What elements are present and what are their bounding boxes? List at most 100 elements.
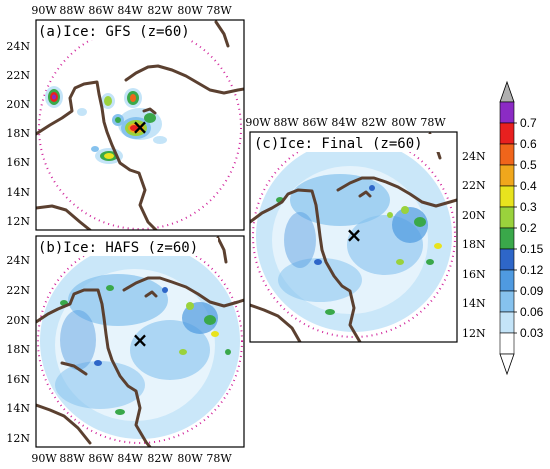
panel-a-lon-tick: 84W	[117, 4, 143, 17]
colorbar: 0.7 0.6 0.5 0.4 0.3 0.2 0.15 0.12 0.09 0.06 0.03	[499, 80, 544, 376]
panel-c-lon-tick: 80W	[391, 116, 417, 129]
colorbar-swatch	[499, 122, 515, 145]
panel-c-lon-tick: 84W	[331, 116, 357, 129]
panel-c-lat-tick: 16N	[462, 268, 486, 281]
panel-c-lat-tick: 24N	[462, 150, 486, 163]
panel-b-lon-tick: 80W	[177, 452, 203, 465]
panel-a-lon-tick: 78W	[206, 4, 232, 17]
panel-a-lat-tick: 12N	[6, 215, 30, 228]
panel-c-lat-tick: 12N	[462, 327, 486, 340]
panel-c-frame	[249, 131, 458, 343]
colorbar-bottom-arrow	[499, 353, 515, 376]
panel-a-lon-tick: 82W	[147, 4, 173, 17]
panel-b-storm-center-marker: ×	[132, 328, 149, 352]
colorbar-label: 0.15	[520, 242, 544, 256]
panel-c-map: ×	[250, 132, 457, 342]
panel-c-coastlines	[250, 132, 457, 342]
panel-a-lat-tick: 20N	[6, 98, 30, 111]
panel-b-lon-tick: 86W	[88, 452, 114, 465]
colorbar-swatch	[499, 227, 515, 250]
panel-a-lat-tick: 24N	[6, 40, 30, 53]
colorbar-label: 0.4	[520, 179, 537, 193]
panel-c-lat-tick: 14N	[462, 297, 486, 310]
panel-a-lon-ticks: 90W 88W 86W 84W 82W 80W 78W	[31, 4, 232, 17]
panel-a: × (a)Ice: GFS (z=60) 90W 88W 86W 84W 82W…	[6, 4, 245, 231]
panel-b-map: ×	[36, 236, 244, 447]
colorbar-swatch	[499, 101, 515, 124]
panel-c-lat-tick: 20N	[462, 209, 486, 222]
colorbar-label: 0.7	[520, 116, 537, 130]
panel-a-title-background	[38, 22, 196, 40]
colorbar-label: 0.12	[520, 263, 544, 277]
panel-c-lon-tick: 78W	[420, 116, 446, 129]
colorbar-label: 0.03	[520, 326, 544, 340]
panel-b-lon-tick: 78W	[206, 452, 232, 465]
panel-c-ice-field	[256, 140, 452, 332]
panel-b-radius-circle	[37, 238, 243, 444]
panel-b-lon-tick: 90W	[31, 452, 57, 465]
panel-c-title-background	[252, 134, 440, 152]
panel-b-lat-tick: 22N	[6, 284, 30, 297]
colorbar-swatch	[499, 290, 515, 313]
panel-c-lat-tick: 22N	[462, 179, 486, 192]
panel-c-lon-tick: 90W	[245, 116, 271, 129]
panel-b-title: (b)Ice: HAFS (z=60)	[38, 240, 198, 256]
panel-b: × (b)Ice: HAFS (z=60) 90W 88W 86W 84W 82…	[6, 235, 245, 465]
colorbar-label: 0.5	[520, 158, 537, 172]
panel-a-frame	[35, 19, 245, 231]
panel-b-frame	[35, 235, 245, 448]
colorbar-label: 0.3	[520, 200, 537, 214]
colorbar-swatch	[499, 164, 515, 187]
panel-c-lon-tick: 82W	[361, 116, 387, 129]
panel-a-lat-ticks: 24N 22N 20N 18N 16N 14N 12N	[6, 40, 30, 228]
panel-c-lat-tick: 18N	[462, 238, 486, 251]
panel-b-lon-tick: 88W	[59, 452, 85, 465]
panel-a-lon-tick: 80W	[177, 4, 203, 17]
panel-c-lon-tick: 86W	[302, 116, 328, 129]
colorbar-label: 0.6	[520, 137, 537, 151]
panel-b-lat-tick: 24N	[6, 254, 30, 267]
panel-c-lon-tick: 88W	[273, 116, 299, 129]
panel-a-lat-tick: 14N	[6, 186, 30, 199]
panel-c-storm-center-marker: ×	[346, 223, 363, 247]
panel-a-map: ×	[36, 20, 244, 230]
panel-a-lon-tick: 86W	[88, 4, 114, 17]
colorbar-swatch	[499, 269, 515, 292]
colorbar-label: 0.09	[520, 284, 544, 298]
panel-c-lon-ticks: 90W 88W 86W 84W 82W 80W 78W	[245, 116, 446, 129]
panel-a-lat-tick: 18N	[6, 127, 30, 140]
panel-a-lon-tick: 90W	[31, 4, 57, 17]
colorbar-swatch	[499, 311, 515, 334]
panel-a-lat-tick: 22N	[6, 69, 30, 82]
panel-b-lat-ticks: 24N 22N 20N 18N 16N 14N 12N	[6, 254, 30, 445]
panel-a-storm-center-marker: ×	[132, 115, 149, 139]
panel-b-lat-tick: 12N	[6, 432, 30, 445]
panel-a-lat-tick: 16N	[6, 156, 30, 169]
panel-b-lat-tick: 16N	[6, 373, 30, 386]
panel-a-lon-tick: 88W	[59, 4, 85, 17]
panel-b-lat-tick: 18N	[6, 343, 30, 356]
colorbar-top-arrow	[499, 80, 515, 103]
colorbar-label: 0.2	[520, 221, 537, 235]
colorbar-label: 0.06	[520, 305, 544, 319]
panel-b-lon-tick: 84W	[117, 452, 143, 465]
panel-b-lon-tick: 82W	[147, 452, 173, 465]
panel-a-title: (a)Ice: GFS (z=60)	[38, 24, 190, 40]
panel-b-lat-tick: 20N	[6, 314, 30, 327]
colorbar-swatch	[499, 332, 515, 355]
panel-b-coastlines	[36, 236, 244, 447]
panel-c: × (c)Ice: Final (z=60) 90W 88W 86W 84W 8…	[245, 116, 486, 343]
panel-b-lon-ticks: 90W 88W 86W 84W 82W 80W 78W	[31, 452, 232, 465]
colorbar-swatch	[499, 206, 515, 229]
colorbar-swatch	[499, 248, 515, 271]
panel-b-lat-tick: 14N	[6, 402, 30, 415]
panel-c-title: (c)Ice: Final (z=60)	[254, 136, 423, 152]
colorbar-swatch	[499, 143, 515, 166]
panel-a-coastlines	[36, 20, 244, 230]
panel-b-ice-field	[40, 243, 240, 439]
colorbar-swatch	[499, 185, 515, 208]
panel-c-lat-ticks: 24N 22N 20N 18N 16N 14N 12N	[462, 150, 486, 340]
panel-b-title-background	[38, 238, 218, 256]
panel-a-ice-field	[45, 86, 167, 164]
